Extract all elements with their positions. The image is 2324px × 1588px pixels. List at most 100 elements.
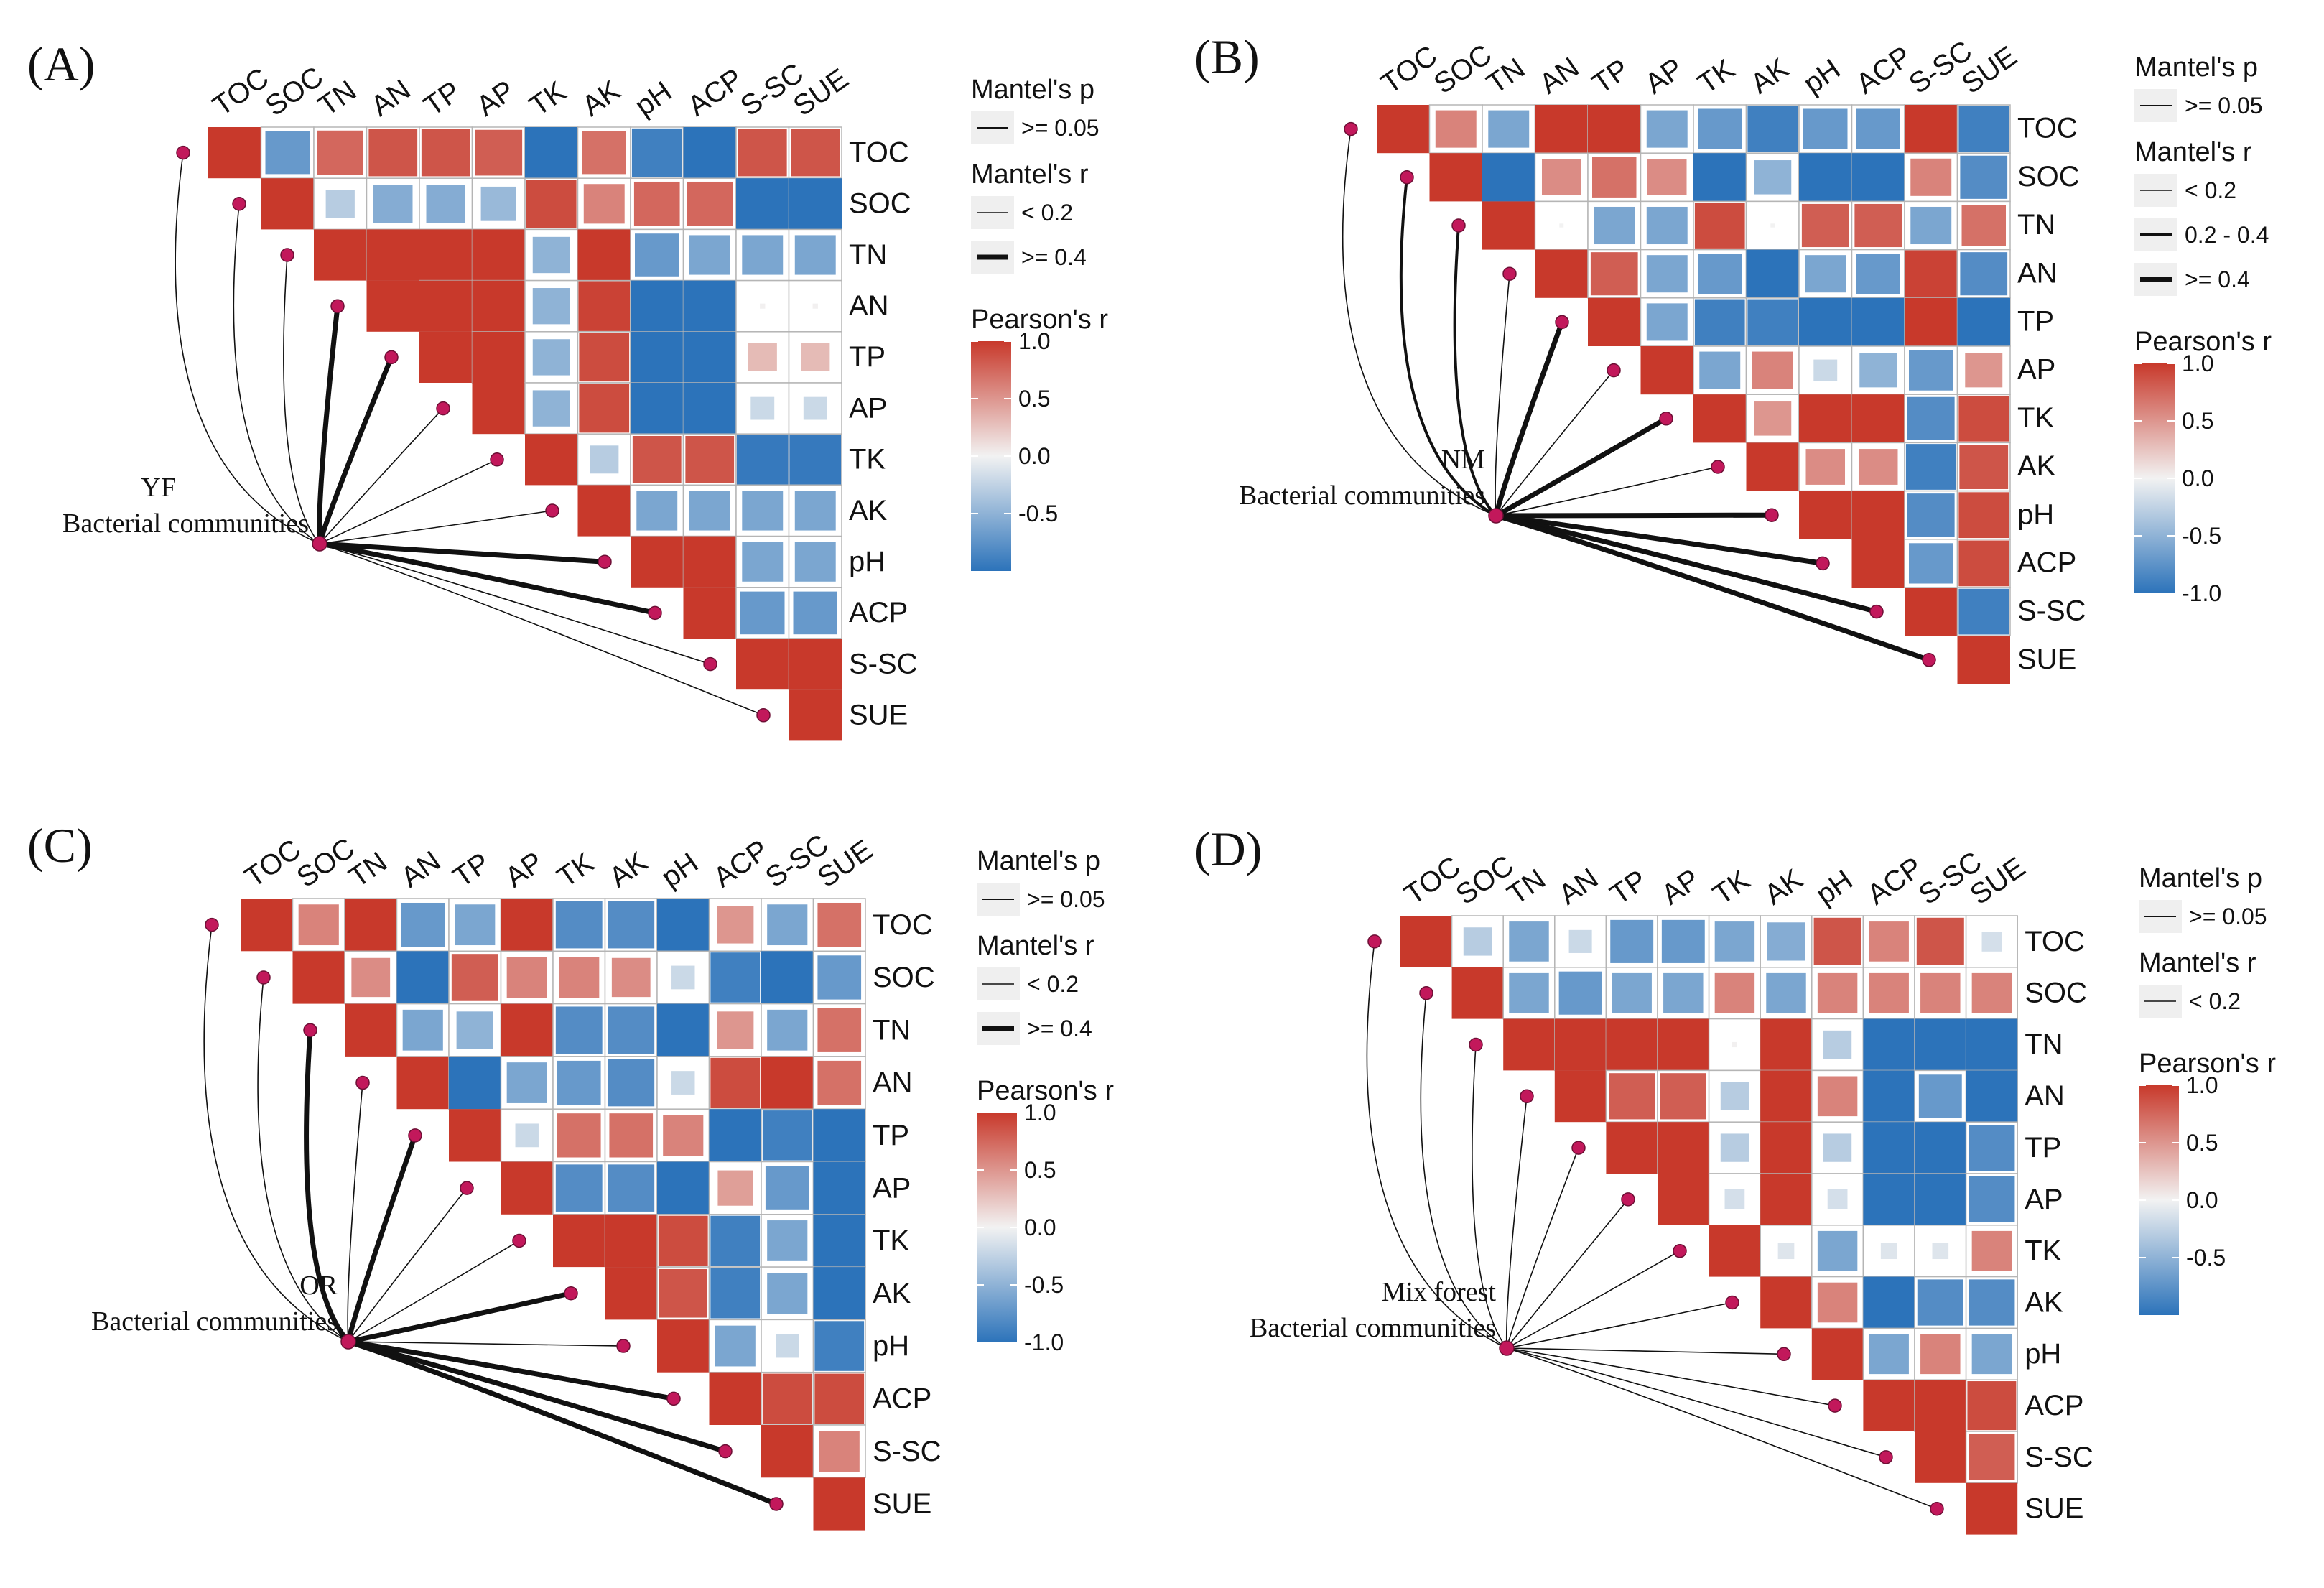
- heatmap-cell: [456, 1011, 493, 1049]
- heatmap-cell: [1981, 931, 2002, 952]
- heatmap-cell: [532, 288, 570, 325]
- heatmap-cell: [814, 1373, 865, 1424]
- heatmap-cell: [401, 902, 445, 947]
- heatmap-cell: [794, 542, 836, 582]
- heatmap-cell: [813, 1161, 865, 1215]
- column-label: AP: [500, 846, 549, 894]
- diagonal-cell: [1658, 1174, 1709, 1225]
- legend-title: Mantel's r: [2134, 137, 2252, 167]
- heatmap-cell: [736, 435, 789, 485]
- heatmap-cell: [1803, 108, 1848, 149]
- row-label: TK: [849, 444, 886, 475]
- legend-text: < 0.2: [1027, 971, 1079, 997]
- colorbar-tick-label: 1.0: [1018, 328, 1050, 354]
- heatmap-cell: [1760, 1070, 1812, 1123]
- heatmap-cell: [812, 303, 818, 309]
- mantel-link: [175, 152, 320, 544]
- heatmap-cell: [715, 1325, 756, 1367]
- diagonal-cell: [1693, 394, 1747, 443]
- heatmap-cell: [767, 1273, 808, 1314]
- heatmap-cell: [776, 1334, 799, 1358]
- row-label: ACP: [2017, 547, 2076, 578]
- row-label: TOC: [849, 136, 909, 168]
- mantel-link: [319, 459, 498, 544]
- diagonal-cell: [1966, 1482, 2018, 1535]
- diagonal-cell: [657, 1319, 710, 1373]
- mantel-link: [1495, 512, 1772, 519]
- heatmap-cell: [1854, 203, 1902, 248]
- diagonal-cell: [366, 280, 419, 332]
- heatmap-cell: [633, 181, 680, 226]
- heatmap-cell: [579, 384, 630, 433]
- heatmap-cell: [1851, 297, 1905, 346]
- variable-node: [355, 1075, 370, 1090]
- legend-title: Mantel's p: [2134, 52, 2258, 83]
- row-label: TOC: [2017, 113, 2078, 144]
- colorbar-tick-label: 0.5: [1024, 1157, 1056, 1183]
- heatmap-cell: [1858, 449, 1898, 485]
- heatmap-cell: [717, 906, 754, 944]
- heatmap-cell: [555, 1164, 603, 1212]
- colorbar-tick-label: 0.5: [1018, 386, 1050, 412]
- mantel-link: [1506, 1347, 1836, 1406]
- heatmap-cell: [1957, 297, 2010, 346]
- row-label: AN: [2017, 257, 2058, 289]
- row-label: TK: [2017, 402, 2054, 434]
- variable-node: [616, 1339, 631, 1353]
- heatmap-cell: [579, 333, 630, 382]
- heatmap-cell: [717, 1170, 753, 1206]
- variable-node: [598, 554, 612, 569]
- heatmap-cell: [765, 1166, 809, 1210]
- community-node: [1488, 508, 1504, 524]
- column-label: pH: [629, 75, 677, 122]
- heatmap-cell: [791, 129, 840, 177]
- mantel-link: [319, 543, 711, 665]
- diagonal-cell: [419, 331, 473, 383]
- heatmap-cell: [748, 343, 777, 371]
- row-label: pH: [849, 546, 886, 577]
- heatmap-cell: [789, 178, 842, 230]
- mantel-link: [1495, 466, 1719, 516]
- row-label: TN: [849, 239, 887, 271]
- heatmap-cell: [1609, 1073, 1655, 1120]
- mantel-link: [317, 305, 340, 544]
- colorbar-tick-label: -1.0: [2182, 580, 2221, 606]
- row-label: SOC: [2017, 161, 2080, 192]
- variable-node: [1725, 1295, 1739, 1310]
- heatmap-cell: [605, 1214, 657, 1268]
- diagonal-cell: [1554, 1070, 1607, 1123]
- heatmap-cell: [689, 235, 730, 275]
- heatmap-cell: [631, 383, 684, 435]
- variable-node: [1828, 1398, 1842, 1413]
- colorbar-tick-label: 0.0: [2186, 1187, 2218, 1213]
- row-label: pH: [2025, 1338, 2061, 1370]
- heatmap-cell: [501, 899, 553, 952]
- heatmap-cell: [1658, 1122, 1709, 1174]
- colorbar-tick-label: 0.0: [1018, 443, 1050, 469]
- mantel-link: [348, 1341, 624, 1347]
- heatmap-cell: [794, 491, 836, 531]
- heatmap-cell: [1488, 110, 1530, 148]
- heatmap-cell: [1559, 223, 1564, 228]
- mantel-link: [1399, 177, 1497, 517]
- heatmap-cell: [1969, 1124, 2015, 1171]
- heatmap-cell: [635, 233, 679, 277]
- variable-node: [1816, 556, 1830, 571]
- heatmap-cell: [767, 904, 808, 946]
- heatmap-cell: [582, 131, 626, 175]
- mantel-link: [1366, 941, 1507, 1349]
- legend-text: >= 0.05: [2189, 904, 2267, 929]
- heatmap-cell: [683, 331, 736, 383]
- heatmap-cell: [1698, 254, 1742, 294]
- community-node: [312, 536, 327, 552]
- diagonal-cell: [314, 229, 367, 281]
- legend-title: Mantel's r: [971, 159, 1089, 190]
- colorbar-tick-label: 0.5: [2182, 408, 2213, 434]
- heatmap-cell: [1915, 1122, 1966, 1174]
- heatmap-cell: [1612, 972, 1652, 1013]
- heatmap-cell: [709, 1109, 761, 1162]
- heatmap-cell: [1869, 921, 1909, 962]
- heatmap-cell: [740, 591, 785, 635]
- heatmap-cell: [1554, 1018, 1607, 1071]
- row-label: pH: [873, 1330, 909, 1362]
